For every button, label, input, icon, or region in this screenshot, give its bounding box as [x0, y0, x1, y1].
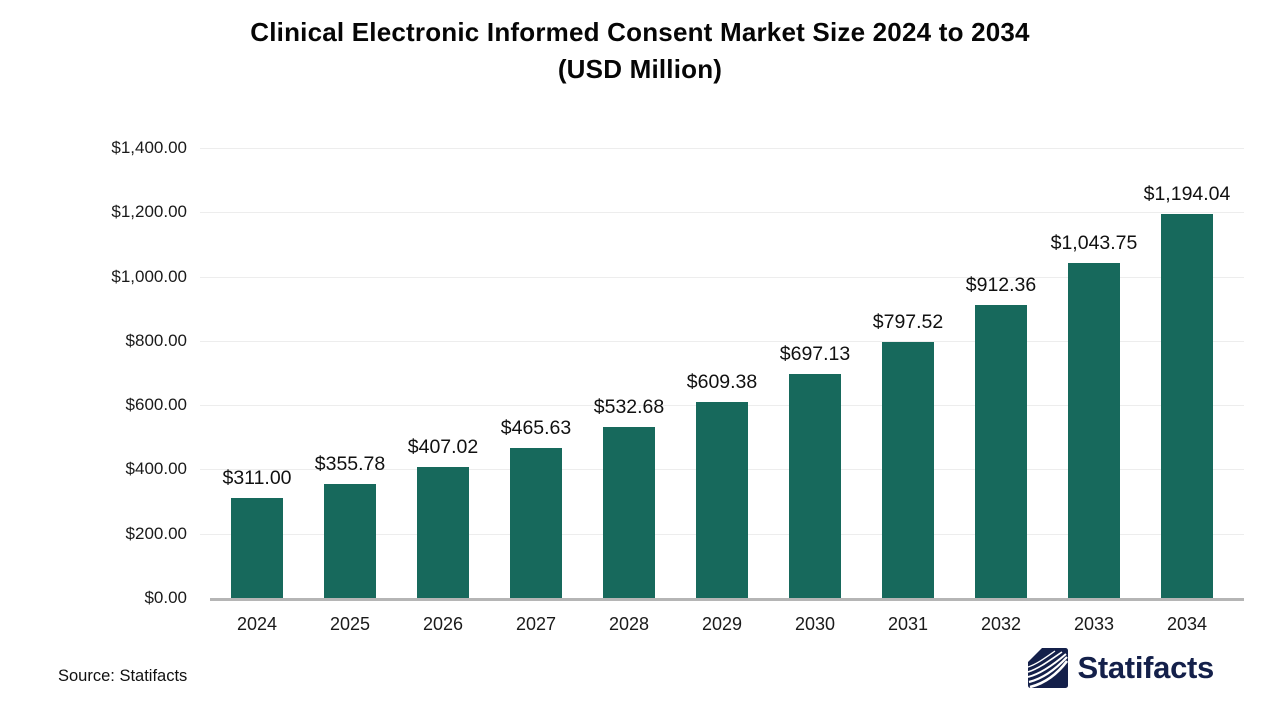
bar-value-label-2030: $697.13: [779, 343, 851, 365]
bar-value-label-2024: $311.00: [222, 467, 292, 489]
y-axis-tick-label: $1,000.00: [111, 267, 187, 286]
gridline: [200, 277, 1244, 278]
statifacts-logo-text: Statifacts: [1077, 650, 1214, 685]
bar-2028: [603, 427, 655, 598]
bar-2033: [1068, 263, 1120, 598]
x-axis-tick-label-2030: 2030: [794, 614, 836, 634]
source-attribution: Source: Statifacts: [58, 667, 188, 685]
bar-2031: [882, 342, 934, 598]
bar-value-label-2032: $912.36: [965, 274, 1037, 296]
y-axis-tick-label: $1,400.00: [111, 138, 187, 157]
bar-value-label-2034: $1,194.04: [1143, 183, 1231, 205]
bar-value-label-2028: $532.68: [593, 396, 665, 418]
x-axis-tick-label-2026: 2026: [422, 614, 464, 634]
x-axis-tick-label-2034: 2034: [1166, 614, 1208, 634]
y-axis-tick-label: $800.00: [125, 331, 187, 350]
bar-2034: [1161, 214, 1213, 598]
chart-title: Clinical Electronic Informed Consent Mar…: [0, 14, 1280, 88]
bar-value-label-2033: $1,043.75: [1050, 232, 1138, 254]
y-axis-tick-label: $1,200.00: [111, 202, 187, 221]
bar-2027: [510, 448, 562, 598]
bar-2026: [417, 467, 469, 598]
bar-2025: [324, 484, 376, 598]
bar-value-label-2026: $407.02: [407, 436, 479, 458]
chart-title-line2: (USD Million): [557, 54, 723, 84]
y-axis-tick-label: $600.00: [125, 395, 187, 414]
x-axis-tick-label-2024: 2024: [236, 614, 278, 634]
gridline: [200, 212, 1244, 213]
y-axis-tick-label: $0.00: [144, 588, 187, 607]
bar-2030: [789, 374, 841, 598]
gridline: [200, 341, 1244, 342]
bar-value-label-2025: $355.78: [314, 453, 386, 475]
x-axis-tick-label-2029: 2029: [701, 614, 743, 634]
x-axis-tick-label-2028: 2028: [608, 614, 650, 634]
x-axis-tick-label-2025: 2025: [329, 614, 371, 634]
statifacts-logo: Statifacts: [1028, 648, 1214, 688]
y-axis-tick-label: $200.00: [125, 524, 187, 543]
bar-2024: [231, 498, 283, 598]
x-axis-tick-label-2033: 2033: [1073, 614, 1115, 634]
gridline: [200, 148, 1244, 149]
chart-title-line1: Clinical Electronic Informed Consent Mar…: [250, 17, 1030, 47]
bar-value-label-2031: $797.52: [872, 311, 944, 333]
bar-2032: [975, 305, 1027, 598]
bar-2029: [696, 402, 748, 598]
x-axis-tick-label-2031: 2031: [887, 614, 929, 634]
bar-value-label-2029: $609.38: [686, 371, 758, 393]
x-axis-tick-label-2032: 2032: [980, 614, 1022, 634]
bar-value-label-2027: $465.63: [500, 417, 572, 439]
x-axis-line: [210, 598, 1244, 601]
x-axis-tick-label-2027: 2027: [515, 614, 557, 634]
statifacts-logo-icon: [1028, 648, 1069, 688]
y-axis-tick-label: $400.00: [125, 459, 187, 478]
